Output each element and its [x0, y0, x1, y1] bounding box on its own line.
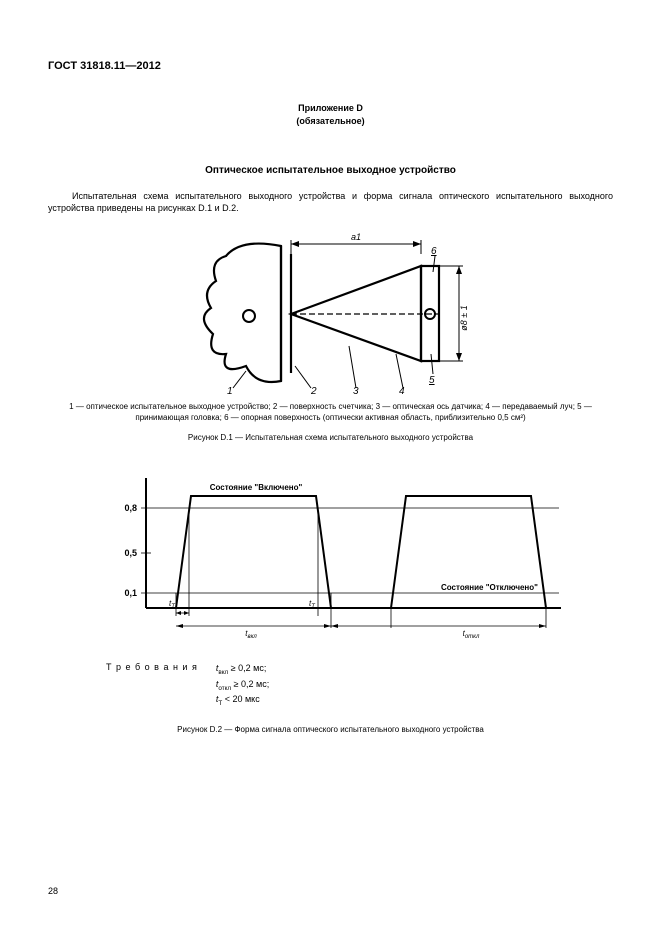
req-line-1: tвкл ≥ 0,2 мс; [216, 662, 269, 678]
ytick-2: 0,1 [124, 588, 137, 598]
figure-d1: a1 ø8 ± 1 1 2 3 4 5 6 [48, 226, 613, 396]
fig-d1-svg: a1 ø8 ± 1 1 2 3 4 5 6 [171, 226, 491, 396]
annex-header: Приложение D (обязательное) [48, 102, 613, 127]
page: ГОСТ 31818.11—2012 Приложение D (обязате… [0, 0, 661, 936]
req-line-2: tоткл ≥ 0,2 мс; [216, 678, 269, 694]
requirements-label: Т р е б о в а н и я [106, 662, 198, 709]
a1-label: a1 [350, 232, 360, 242]
document-id: ГОСТ 31818.11—2012 [48, 60, 613, 72]
ytick-0: 0,8 [124, 503, 137, 513]
callout-4: 4 [399, 386, 405, 396]
t-on-label: tвкл [245, 629, 257, 640]
meter-body-icon [203, 244, 280, 382]
callout-2: 2 [310, 386, 317, 396]
fig-d2-svg: 0,8 0,5 0,1 Состояние "Включено" Состоян… [91, 468, 571, 648]
callout-3: 3 [353, 386, 359, 396]
figure-d2: 0,8 0,5 0,1 Состояние "Включено" Состоян… [48, 468, 613, 648]
main-title: Оптическое испытательное выходное устрой… [48, 165, 613, 176]
req-line-3: tT < 20 мкс [216, 693, 269, 709]
ytick-1: 0,5 [124, 548, 137, 558]
requirements-block: Т р е б о в а н и я tвкл ≥ 0,2 мс; tоткл… [106, 662, 613, 709]
annex-type: (обязательное) [48, 115, 613, 128]
diameter-label: ø8 ± 1 [459, 306, 469, 331]
fig-d2-caption: Рисунок D.2 — Форма сигнала оптического … [48, 725, 613, 734]
state-off-label: Состояние "Отключено" [441, 583, 538, 592]
fig-d1-caption: Рисунок D.1 — Испытательная схема испыта… [48, 433, 613, 442]
callout-6: 6 [431, 246, 437, 257]
annex-label: Приложение D [48, 102, 613, 115]
page-number: 28 [48, 886, 58, 896]
intro-paragraph: Испытательная схема испытательного выход… [48, 190, 613, 214]
state-on-label: Состояние "Включено" [209, 483, 302, 492]
t-off-label: tоткл [462, 629, 479, 640]
callout-5: 5 [429, 375, 435, 386]
fig-d1-legend: 1 — оптическое испытательное выходное ус… [48, 402, 613, 423]
callout-1: 1 [227, 386, 233, 396]
feature-circle-icon [243, 310, 255, 322]
